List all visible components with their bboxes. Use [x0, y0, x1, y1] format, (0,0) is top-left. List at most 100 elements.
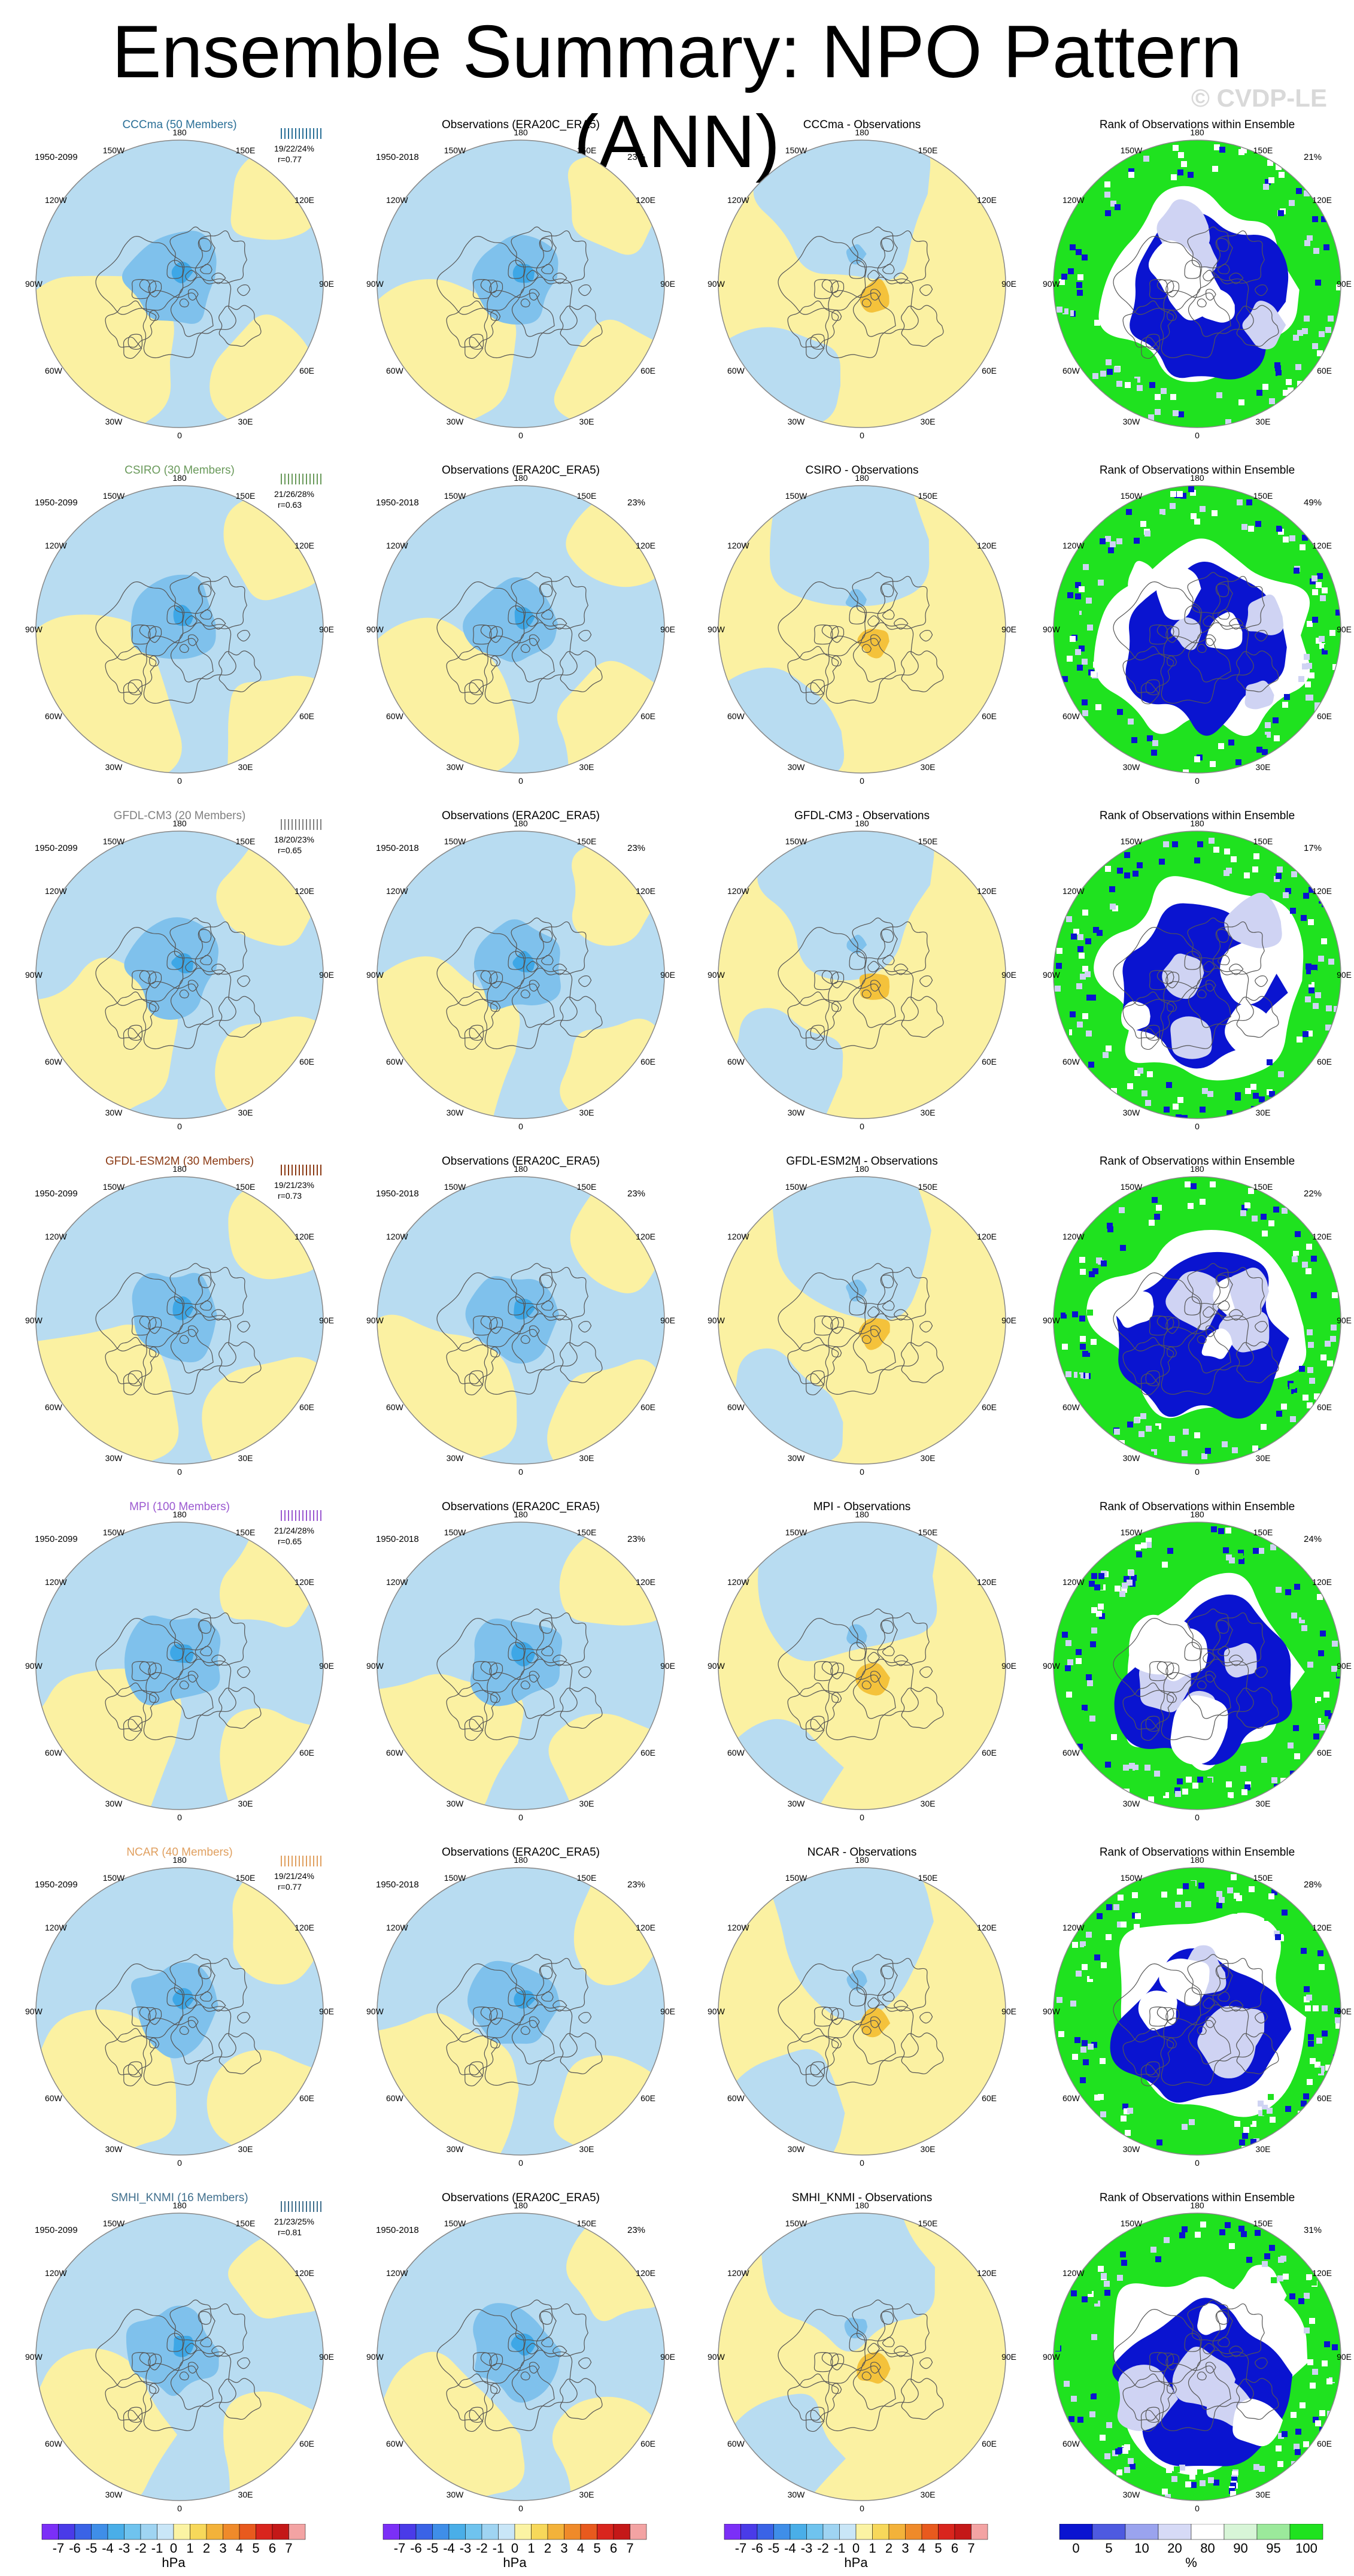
lon-label-tl1: 150W — [785, 146, 807, 155]
model-panel: 180 0 90W 90E 150W 150E 120W 120E 60W 60E 30W 30E SM… — [24, 2192, 335, 2516]
lon-label-bl1: 60W — [1062, 2439, 1080, 2448]
lon-label-bottom: 0 — [177, 431, 182, 440]
lon-label-left: 90W — [1043, 2007, 1061, 2016]
lon-label-tl2: 120W — [727, 2268, 749, 2278]
lon-label-tr2: 120E — [977, 1577, 997, 1587]
lon-label-tl2: 120W — [727, 1923, 749, 1932]
lon-label-bottom: 0 — [518, 2158, 523, 2167]
lon-label-tr2: 120E — [1312, 541, 1332, 550]
colorbar-unit: hPa — [503, 2555, 527, 2570]
lon-label-left: 90W — [366, 2007, 384, 2016]
lon-label-left: 90W — [25, 2007, 43, 2016]
ensemble-spread-icon — [281, 474, 321, 484]
lon-label-tr2: 120E — [977, 886, 997, 896]
lon-label-bl2: 30W — [447, 1799, 465, 1808]
difference-title: NCAR - Observations — [807, 1846, 917, 1859]
lon-label-tl2: 120W — [386, 1577, 408, 1587]
rank-panel: 180 0 90W 90E 150W 150E 120W 120E 60W 60E 30W 30E Ra… — [1042, 1846, 1353, 2171]
colorbar-tick: 20 — [1167, 2541, 1182, 2556]
lon-label-br1: 60E — [982, 2093, 997, 2103]
ensemble-spread-icon — [281, 128, 321, 139]
lon-label-right: 90E — [1001, 1661, 1016, 1671]
lon-label-left: 90W — [366, 970, 384, 980]
lon-label-bl1: 60W — [727, 1057, 745, 1066]
model-panel: 180 0 90W 90E 150W 150E 120W 120E 60W 60E 30W 30E GF… — [24, 810, 335, 1134]
lon-label-right: 90E — [1001, 2007, 1016, 2016]
lon-label-br1: 60E — [1317, 1402, 1332, 1412]
obs-period: 1950-2018 — [376, 1189, 419, 1199]
lon-label-bl2: 30W — [105, 2144, 123, 2154]
rank-title: Rank of Observations within Ensemble — [1099, 119, 1295, 131]
lon-label-tr2: 120E — [1312, 1577, 1332, 1587]
obs-percent: 23% — [627, 1189, 646, 1199]
lon-label-br2: 30E — [579, 2144, 594, 2154]
obs-title: Observations (ERA20C_ERA5) — [442, 2192, 600, 2204]
lon-label-bl1: 60W — [1062, 711, 1080, 721]
rank-title: Rank of Observations within Ensemble — [1099, 1846, 1295, 1859]
lon-label-tl2: 120W — [386, 886, 408, 896]
lon-label-tr1: 150E — [1253, 146, 1273, 155]
difference-title: CSIRO - Observations — [805, 464, 919, 477]
lon-label-bl2: 30W — [447, 2490, 465, 2499]
colorbar-tick: -4 — [102, 2541, 114, 2556]
colorbar-tick: 3 — [901, 2541, 909, 2556]
difference-title: GFDL-CM3 - Observations — [794, 810, 930, 822]
lon-label-right: 90E — [319, 1661, 334, 1671]
colorbar-tick: 1 — [869, 2541, 876, 2556]
lon-label-right: 90E — [1001, 279, 1016, 289]
lon-label-top: 180 — [514, 1856, 528, 1865]
pattern-stats: 21/24/28% — [274, 1526, 314, 1535]
diff-panel: 180 0 90W 90E 150W 150E 120W 120E 60W 60E 30W 30E GF… — [706, 1155, 1018, 1480]
lon-label-tl2: 120W — [727, 1232, 749, 1241]
obs-map: 180 0 90W 90E 150W 150E 120W 120E 60W 60E 30W 30E — [366, 819, 675, 1131]
lon-label-tr2: 120E — [636, 541, 655, 550]
colorbar-tick: -1 — [151, 2541, 163, 2556]
lon-label-br2: 30E — [921, 2490, 936, 2499]
lon-label-tl2: 120W — [727, 195, 749, 205]
rank-percent: 28% — [1304, 1880, 1322, 1890]
obs-panel: 180 0 90W 90E 150W 150E 120W 120E 60W 60E 30W 30E Ob… — [365, 810, 676, 1134]
lon-label-tl1: 150W — [1121, 1528, 1143, 1537]
lon-label-bottom: 0 — [1195, 776, 1200, 785]
lon-label-right: 90E — [319, 2007, 334, 2016]
lon-label-br1: 60E — [299, 1402, 314, 1412]
difference-title: CCCma - Observations — [803, 119, 921, 131]
lon-label-br2: 30E — [921, 762, 936, 772]
lon-label-bottom: 0 — [518, 2504, 523, 2513]
lon-label-tr1: 150E — [1253, 2219, 1273, 2228]
lon-label-tr1: 150E — [236, 1528, 256, 1537]
colorbar-tick: 80 — [1200, 2541, 1215, 2556]
lon-label-top: 180 — [514, 819, 528, 828]
lon-label-tr2: 120E — [977, 195, 997, 205]
lon-label-tr1: 150E — [236, 2219, 256, 2228]
pattern-correlation: r=0.77 — [278, 1882, 302, 1892]
lon-label-tr1: 150E — [236, 1182, 256, 1192]
lon-label-bl2: 30W — [788, 417, 806, 426]
lon-label-tr1: 150E — [918, 1528, 938, 1537]
lon-label-tr1: 150E — [918, 146, 938, 155]
model-map: 180 0 90W 90E 150W 150E 120W 120E 60W 60E 30W 30E — [25, 1856, 334, 2167]
rank-map: 180 0 90W 90E 150W 150E 120W 120E 60W 60E 30W 30E — [1043, 2201, 1352, 2513]
lon-label-bl2: 30W — [788, 1108, 806, 1117]
lon-label-tl1: 150W — [1121, 1873, 1143, 1883]
lon-label-bottom: 0 — [1195, 1813, 1200, 1822]
lon-label-left: 90W — [366, 1316, 384, 1325]
lon-label-tl1: 150W — [444, 1528, 466, 1537]
rank-map: 180 0 90W 90E 150W 150E 120W 120E 60W 60E 30W 30E — [1043, 1510, 1352, 1822]
diff-map: 180 0 90W 90E 150W 150E 120W 120E 60W 60E 30W 30E — [708, 128, 1016, 440]
lon-label-bl1: 60W — [727, 711, 745, 721]
rank-percent: 24% — [1304, 1534, 1322, 1544]
lon-label-left: 90W — [708, 625, 725, 634]
lon-label-tl2: 120W — [1062, 886, 1085, 896]
lon-label-right: 90E — [660, 2007, 675, 2016]
lon-label-top: 180 — [172, 819, 187, 828]
rank-percent: 21% — [1304, 152, 1322, 162]
rank-title: Rank of Observations within Ensemble — [1099, 810, 1295, 822]
lon-label-br1: 60E — [1317, 1057, 1332, 1066]
lon-label-bottom: 0 — [860, 2504, 864, 2513]
lon-label-bottom: 0 — [860, 1122, 864, 1131]
colorbar-tick: -2 — [476, 2541, 488, 2556]
pattern-stats: 19/22/24% — [274, 144, 314, 153]
lon-label-br2: 30E — [238, 417, 253, 426]
lon-label-tl1: 150W — [1121, 2219, 1143, 2228]
